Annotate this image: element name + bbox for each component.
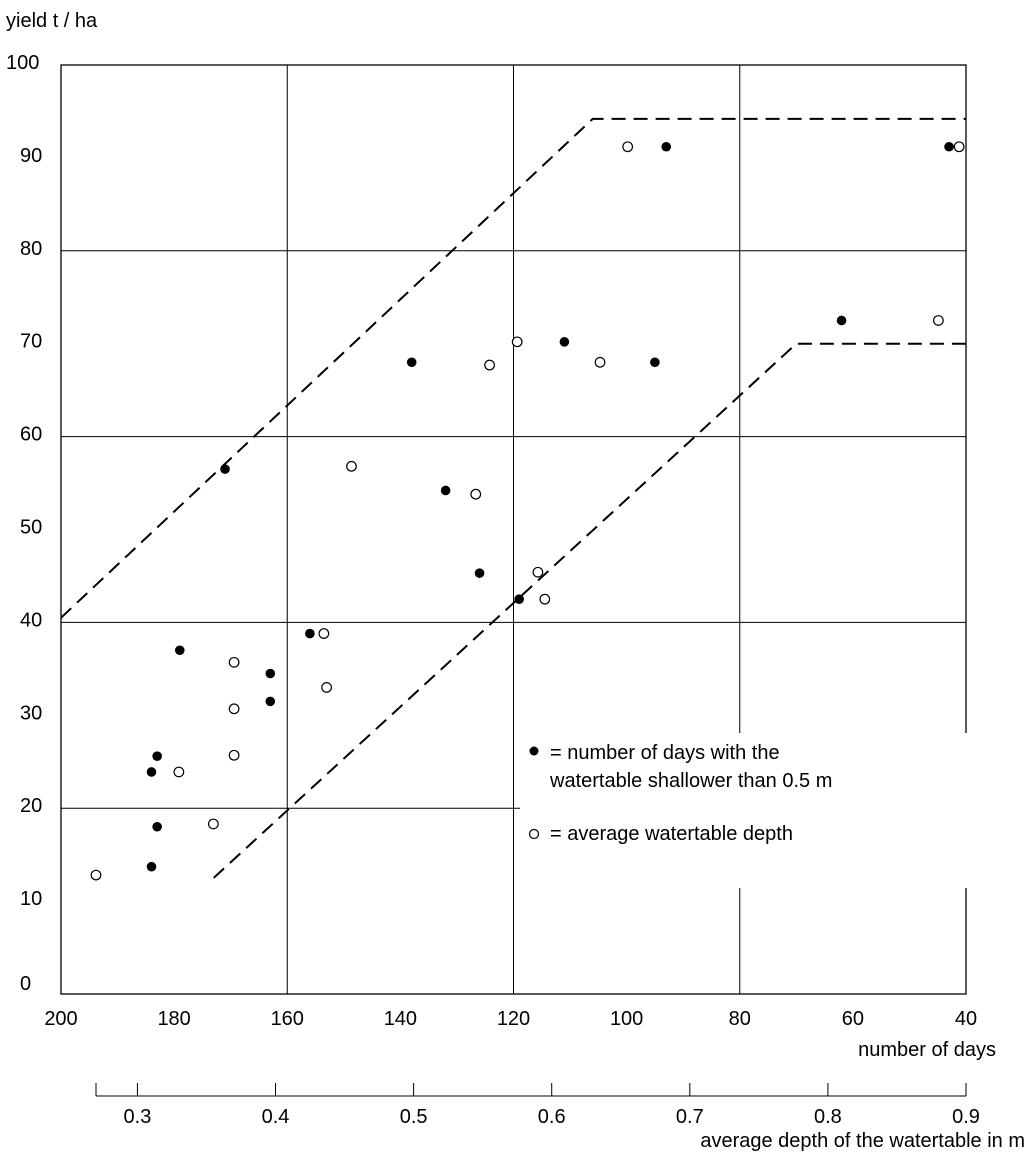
- x-tick-label: 80: [729, 1008, 751, 1030]
- gridlines: [61, 65, 966, 994]
- point-depth: [346, 460, 357, 472]
- y-tick-label: 40: [20, 609, 42, 631]
- point-days: [146, 861, 157, 872]
- point-depth: [228, 749, 240, 761]
- point-depth: [484, 359, 495, 371]
- envelope-lines: [60, 117, 966, 879]
- point-days: [514, 594, 524, 604]
- x-tick-label: 160: [271, 1008, 304, 1030]
- point-depth: [622, 141, 634, 153]
- depth-tick-label: 0.4: [262, 1106, 290, 1128]
- point-depth: [90, 869, 102, 881]
- point-depth: [594, 356, 606, 368]
- point-days: [174, 645, 185, 656]
- data-points: [90, 141, 965, 881]
- point-days: [406, 357, 417, 368]
- point-days: [265, 696, 276, 707]
- point-days: [265, 668, 276, 679]
- point-depth: [228, 656, 240, 668]
- y-tick-label: 60: [20, 424, 42, 446]
- point-depth: [932, 315, 944, 326]
- point-days: [474, 568, 485, 578]
- legend-marker-filled: [529, 746, 539, 756]
- y-tick-label: 90: [20, 145, 42, 167]
- point-days: [944, 141, 954, 152]
- envelope-line: [60, 117, 966, 619]
- point-days: [152, 821, 162, 832]
- depth-axis: 0.3 0.4 0.5 0.6 0.7 0.8 0.9: [95, 1083, 980, 1128]
- legend-background: [520, 733, 1000, 888]
- x-tick-label: 180: [157, 1008, 190, 1030]
- depth-tick-label: 0.9: [952, 1106, 980, 1128]
- legend-label-days-line2: watertable shallower than 0.5 m: [549, 770, 832, 792]
- envelope-line: [213, 342, 966, 879]
- x2-axis-label: average depth of the watertable in m: [700, 1130, 1025, 1152]
- point-depth: [511, 336, 523, 348]
- x-tick-label: 200: [44, 1008, 77, 1030]
- point-days: [152, 751, 162, 761]
- point-days: [661, 141, 672, 152]
- legend-label-days-line1: = number of days with the: [550, 742, 780, 764]
- y-tick-label: 80: [20, 238, 42, 260]
- y-tick-label: 100: [6, 52, 39, 74]
- point-depth: [539, 593, 551, 605]
- point-days: [305, 628, 315, 639]
- x-tick-label: 120: [497, 1008, 530, 1030]
- legend: = number of days with the watertable sha…: [520, 733, 1000, 888]
- depth-tick-label: 0.8: [814, 1106, 842, 1128]
- point-depth: [321, 682, 333, 693]
- point-depth: [953, 141, 965, 153]
- point-depth: [228, 703, 240, 715]
- depth-tick-label: 0.3: [124, 1106, 152, 1128]
- y-tick-label: 70: [20, 331, 42, 353]
- point-days: [220, 464, 230, 474]
- legend-marker-open: [528, 828, 540, 840]
- y-tick-label: 50: [20, 517, 42, 539]
- x-tick-label: 60: [842, 1008, 864, 1030]
- point-days: [440, 485, 451, 496]
- x-axis-label: number of days: [858, 1039, 996, 1061]
- x-tick-label: 100: [610, 1008, 643, 1030]
- y-axis-label: yield t / ha: [6, 10, 98, 32]
- point-days: [836, 315, 847, 326]
- y-tick-label: 0: [20, 973, 31, 995]
- y-tick-label: 30: [20, 702, 42, 724]
- x-tick-label: 40: [955, 1008, 977, 1030]
- plot-frame: [60, 64, 967, 995]
- depth-tick-label: 0.6: [538, 1106, 566, 1128]
- y-tick-labels: 0 10 20 30 40 50 60 70 80 90 100: [6, 52, 42, 995]
- point-days: [559, 337, 570, 347]
- point-days: [650, 357, 660, 368]
- point-depth: [173, 766, 185, 778]
- x-tick-labels: 200 180 160 140 120 100 80 60 40: [44, 1008, 977, 1030]
- x-tick-label: 140: [384, 1008, 417, 1030]
- point-days: [146, 767, 157, 777]
- y-tick-label: 20: [20, 795, 42, 817]
- y-tick-label: 10: [20, 888, 42, 910]
- point-depth: [532, 566, 544, 578]
- depth-tick-label: 0.7: [676, 1106, 704, 1128]
- depth-tick-label: 0.5: [400, 1106, 428, 1128]
- point-depth: [470, 488, 482, 500]
- legend-label-depth: = average watertable depth: [550, 823, 793, 845]
- point-depth: [207, 818, 219, 830]
- point-depth: [318, 628, 330, 639]
